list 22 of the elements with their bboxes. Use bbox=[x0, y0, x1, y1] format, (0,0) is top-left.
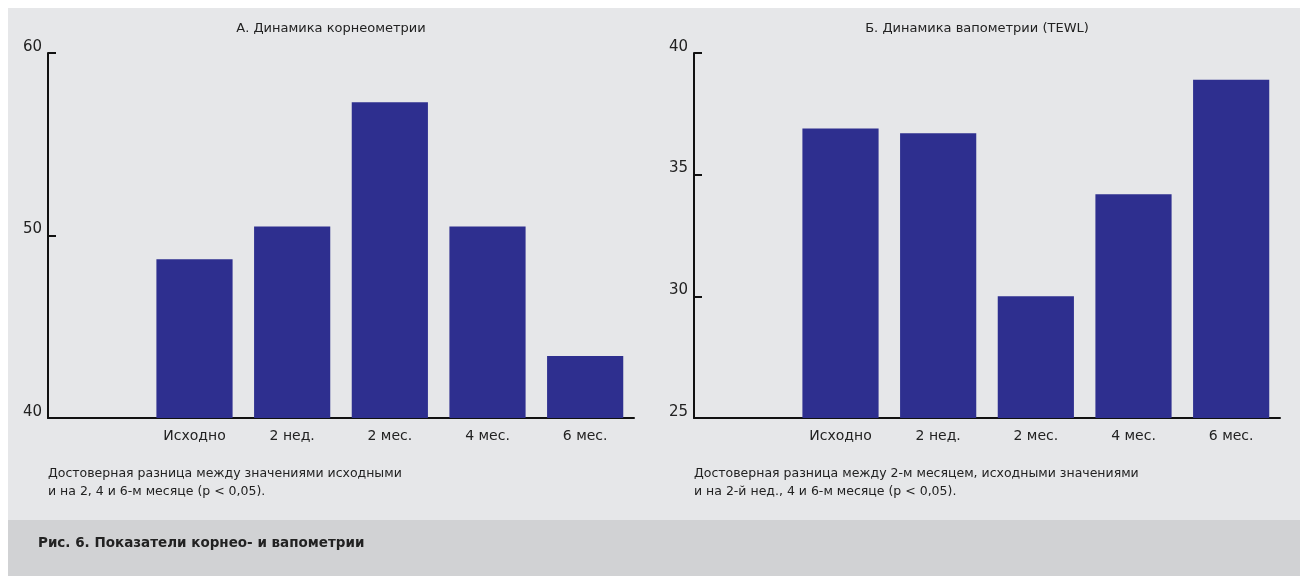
y-tick-label: 40 bbox=[22, 401, 42, 420]
y-tick-label: 35 bbox=[668, 158, 688, 177]
y-tick-label: 60 bbox=[22, 36, 42, 55]
text: Рис. 6. Показатели корнео- и вапометрии bbox=[38, 534, 366, 550]
text: Достоверная разница между значениями исходными и на 2, 4 и 6-м месяце (p < 0,05). bbox=[48, 464, 402, 500]
chart-title: Б. Динамика вапометрии (TEWL) bbox=[865, 20, 1089, 35]
x-tick-label: 6 мес. bbox=[562, 427, 608, 443]
x-tick-label: 2 мес. bbox=[367, 427, 413, 443]
y-tick-label: 25 bbox=[668, 401, 688, 420]
x-tick-label: 2 нед. bbox=[269, 427, 315, 443]
text: Достоверная разница между 2-м месяцем, исходными значениями и на 2-й нед., 4 и 6-м месяце (p < 0,05). bbox=[694, 464, 1139, 500]
x-tick-label: 4 мес. bbox=[465, 427, 510, 443]
y-tick-label: 50 bbox=[22, 219, 42, 237]
x-tick-label: Исходно bbox=[809, 427, 872, 443]
x-tick-label: 2 нед. bbox=[915, 427, 961, 443]
x-tick-label: 6 мес. bbox=[1208, 427, 1254, 443]
x-tick-label: 2 мес. bbox=[1013, 427, 1059, 443]
y-tick-label: 30 bbox=[668, 279, 688, 298]
y-tick-label: 40 bbox=[668, 36, 688, 55]
x-tick-label: 4 мес. bbox=[1111, 427, 1156, 443]
x-tick-label: Исходно bbox=[163, 427, 226, 443]
chart-title: А. Динамика корнеометрии bbox=[236, 20, 426, 35]
